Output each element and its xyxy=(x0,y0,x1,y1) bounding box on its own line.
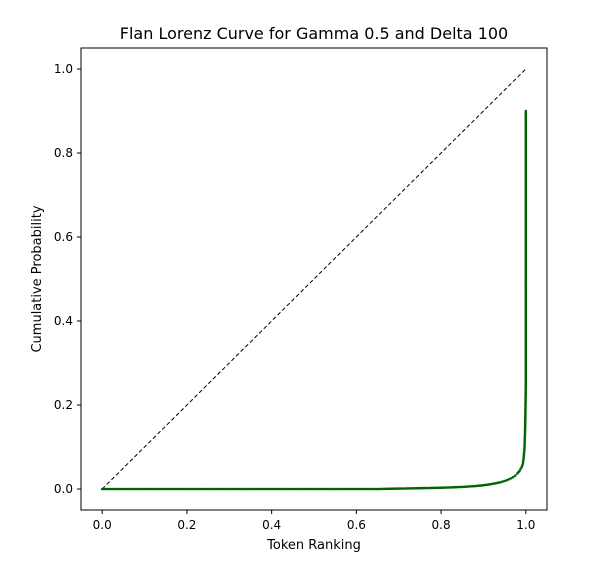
x-tick-label: 1.0 xyxy=(516,518,535,532)
x-tick-label: 0.2 xyxy=(177,518,196,532)
y-axis: 0.0 0.2 0.4 0.6 0.8 1.0 xyxy=(54,62,81,496)
lorenz-curve-series xyxy=(100,109,528,491)
data-point xyxy=(522,458,525,461)
y-tick-label: 1.0 xyxy=(54,62,73,76)
data-point xyxy=(501,480,504,483)
data-point xyxy=(509,477,513,480)
data-point xyxy=(511,475,515,479)
x-tick-label: 0.4 xyxy=(262,518,281,532)
y-tick-label: 0.0 xyxy=(54,482,73,496)
data-point xyxy=(507,478,511,481)
data-point xyxy=(523,442,526,445)
data-point xyxy=(499,481,502,484)
y-axis-label: Cumulative Probability xyxy=(30,205,45,352)
x-axis-label: Token Ranking xyxy=(266,538,361,553)
data-point xyxy=(523,438,527,442)
plot-area xyxy=(100,68,528,491)
y-tick-label: 0.4 xyxy=(54,314,73,328)
data-point xyxy=(513,474,517,477)
x-tick-label: 0.8 xyxy=(432,518,451,532)
axes-frame xyxy=(80,47,548,511)
y-tick-label: 0.6 xyxy=(54,230,73,244)
x-tick-label: 0.0 xyxy=(93,518,112,532)
data-point xyxy=(468,485,471,488)
data-point xyxy=(505,478,509,482)
equality-line xyxy=(101,68,527,490)
data-point xyxy=(524,109,528,113)
data-point xyxy=(521,462,525,466)
chart-title: Flan Lorenz Curve for Gamma 0.5 and Delt… xyxy=(120,24,508,43)
x-tick-label: 0.6 xyxy=(347,518,366,532)
data-point xyxy=(503,479,506,483)
data-point xyxy=(521,460,525,464)
y-tick-label: 0.2 xyxy=(54,398,73,412)
y-tick-label: 0.8 xyxy=(54,146,73,160)
x-axis: 0.0 0.2 0.4 0.6 0.8 1.0 xyxy=(93,510,535,532)
